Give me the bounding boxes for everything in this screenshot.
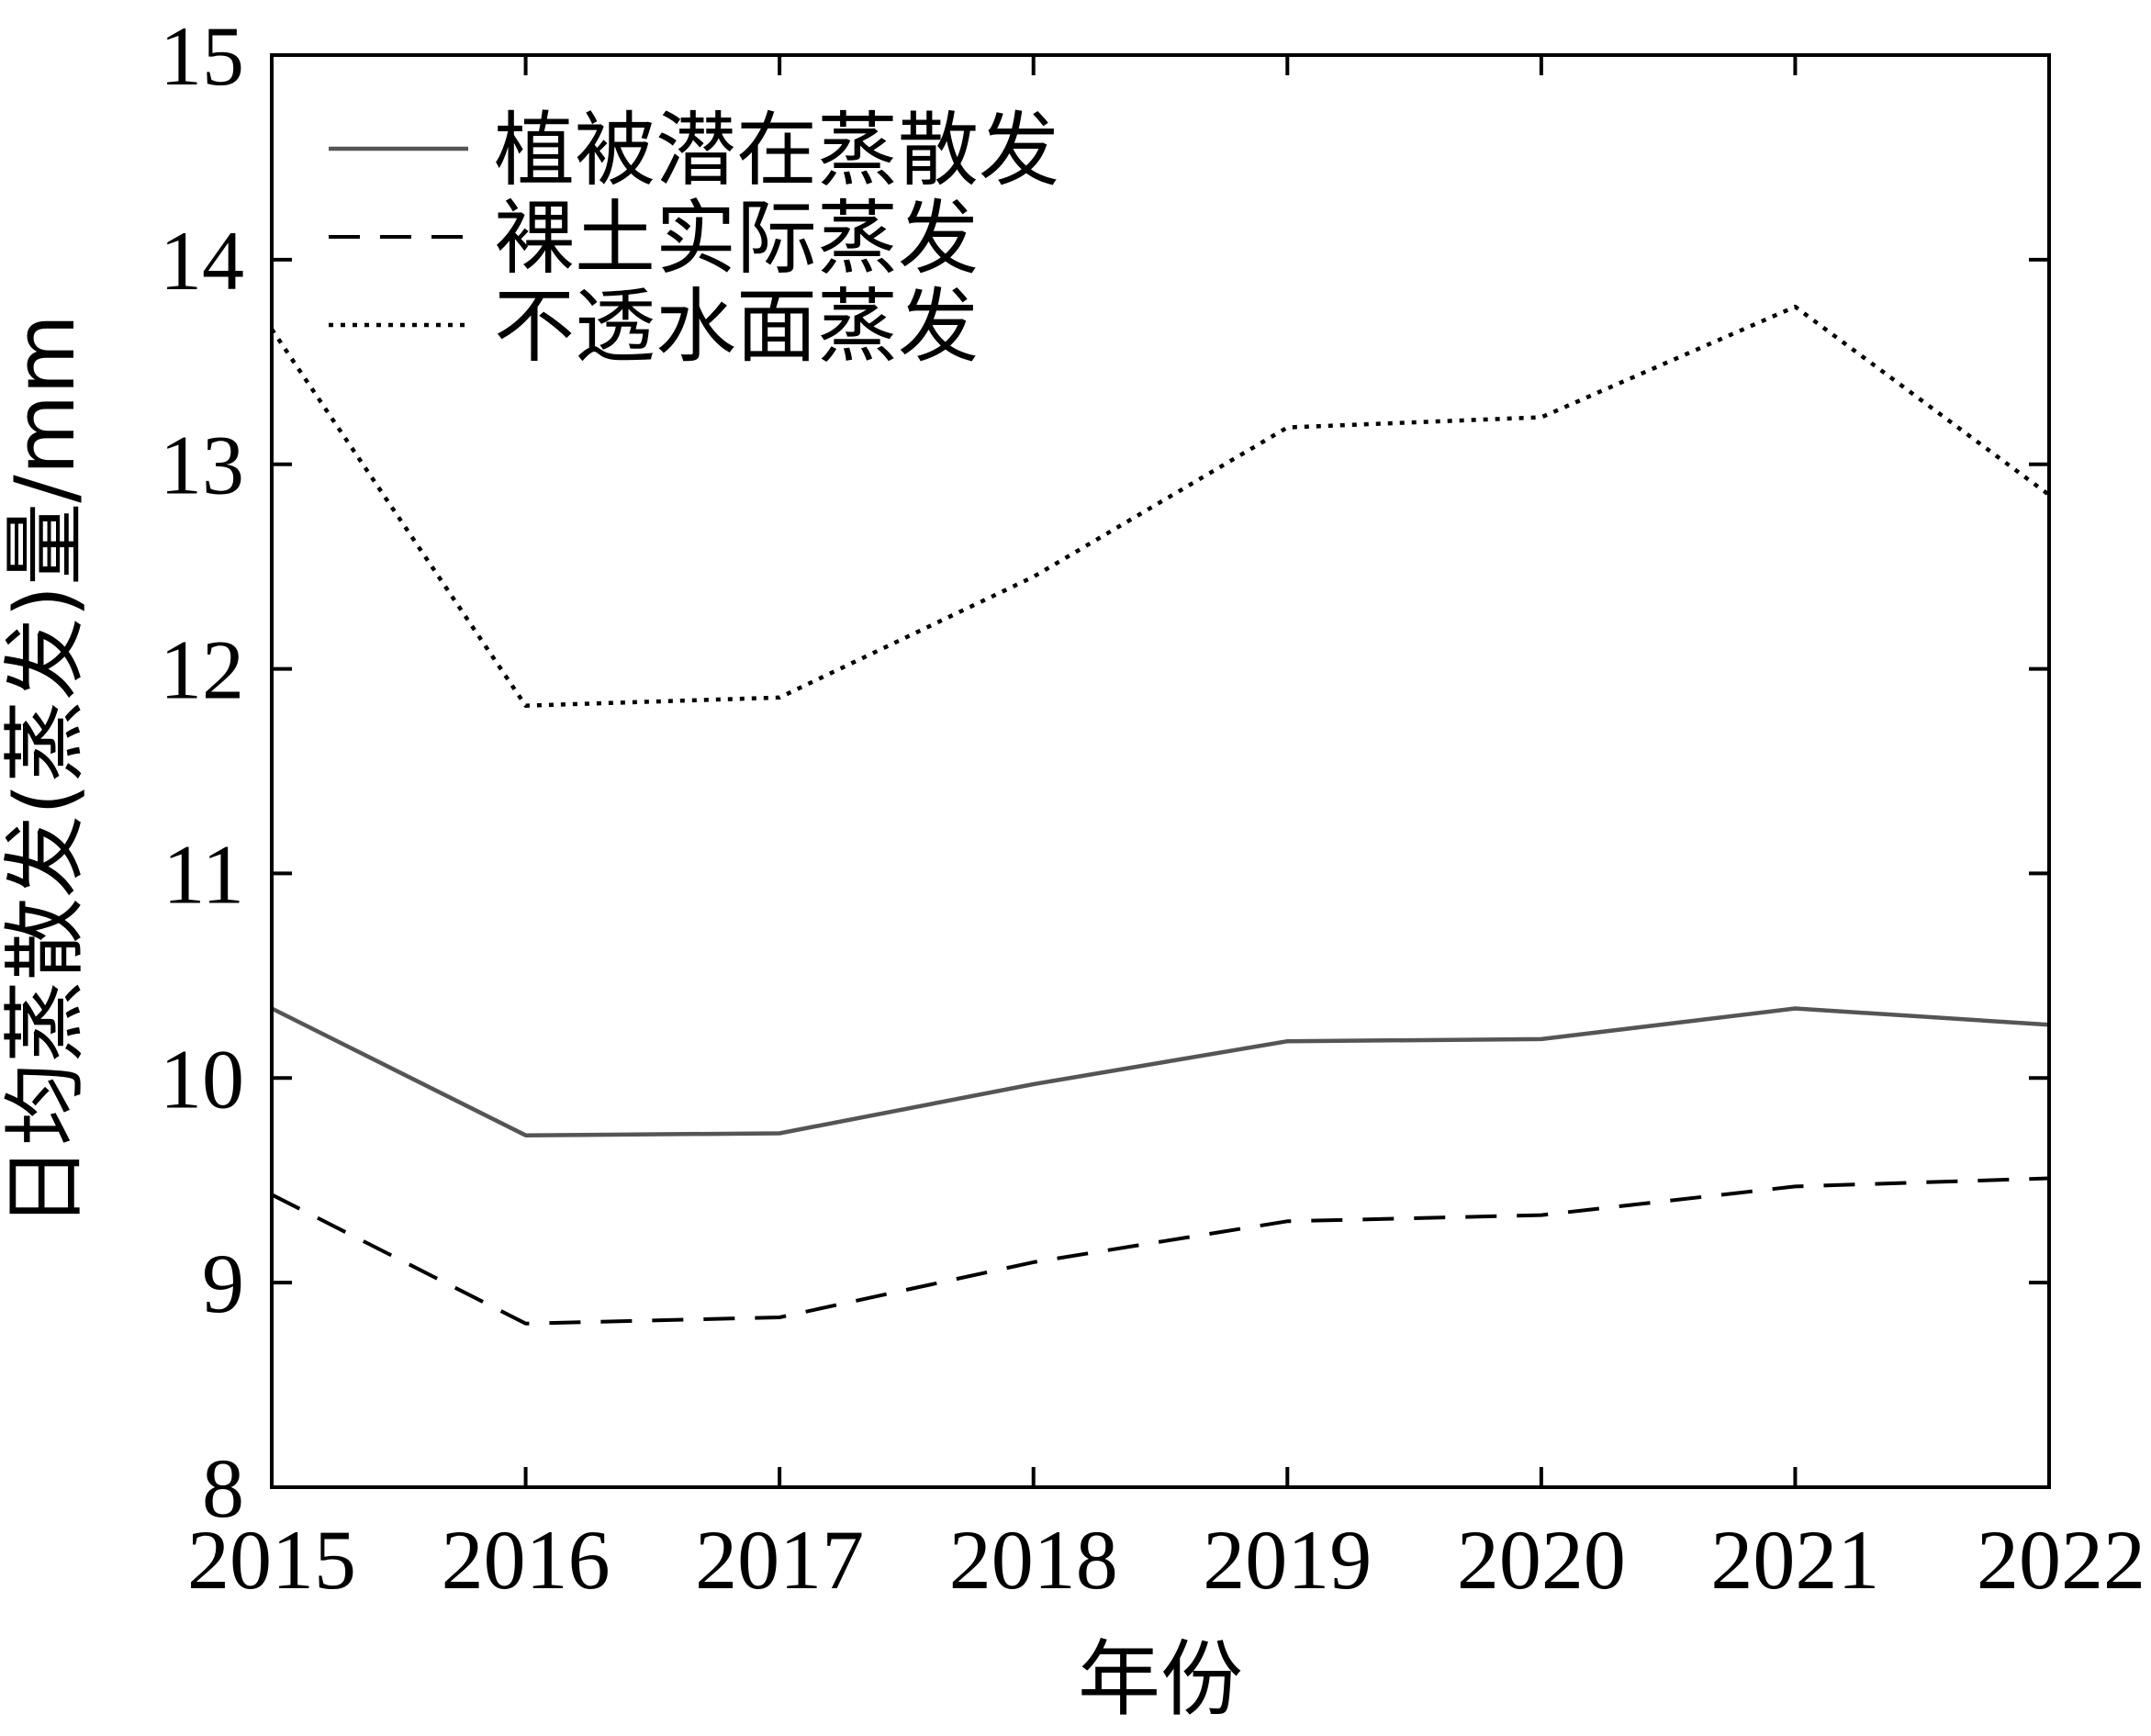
y-tick-label: 12: [160, 623, 244, 717]
x-tick-label: 2017: [695, 1513, 864, 1607]
series-layer: [270, 304, 2051, 1326]
y-tick-label: 13: [160, 419, 244, 512]
plot-area: [270, 304, 2051, 1326]
y-axis-title: 日均蒸散发(蒸发)量/mm: [0, 314, 94, 1228]
series-line-1: [270, 1006, 2050, 1137]
x-tick-label: 2021: [1710, 1513, 1879, 1607]
y-tick-label: 8: [202, 1441, 244, 1535]
x-tick-label: 2020: [1457, 1513, 1626, 1607]
x-tick-label: 2018: [949, 1513, 1118, 1607]
x-tick-label: 2015: [187, 1513, 356, 1607]
ticks-layer: 8 9 10 11 12 13 14 15 2015 2016 2017 2018 2019 2020 20…: [160, 9, 2145, 1607]
series-line-2: [271, 1176, 2050, 1326]
y-tick-label: 14: [160, 214, 244, 308]
legend-label-2: 裸土实际蒸发: [494, 191, 979, 286]
plot-frame: [270, 53, 2051, 1489]
y-tick-label: 11: [162, 827, 244, 921]
x-tick-label: 2019: [1203, 1513, 1372, 1607]
series-line-3: [270, 304, 2051, 708]
y-tick-label: 15: [160, 9, 244, 103]
legend-label-3: 不透水面蒸发: [494, 279, 979, 374]
x-tick-label: 2022: [1977, 1513, 2145, 1607]
x-axis-title: 年份: [1078, 1631, 1243, 1728]
x-tick-label: 2016: [442, 1513, 611, 1607]
y-tick-label: 9: [202, 1237, 244, 1330]
y-tick-label: 10: [160, 1032, 244, 1126]
legend-label-1: 植被潜在蒸散发: [494, 103, 1059, 197]
